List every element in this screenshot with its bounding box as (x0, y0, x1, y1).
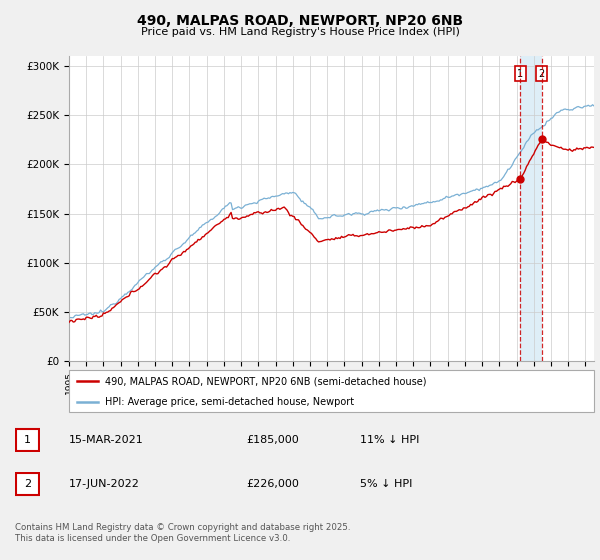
Text: 1: 1 (24, 435, 31, 445)
Text: HPI: Average price, semi-detached house, Newport: HPI: Average price, semi-detached house,… (105, 398, 354, 407)
Text: Contains HM Land Registry data © Crown copyright and database right 2025.
This d: Contains HM Land Registry data © Crown c… (15, 524, 350, 543)
Bar (520, 56, 542, 361)
Text: 490, MALPAS ROAD, NEWPORT, NP20 6NB: 490, MALPAS ROAD, NEWPORT, NP20 6NB (137, 14, 463, 28)
Text: 17-JUN-2022: 17-JUN-2022 (69, 479, 140, 489)
Text: 1: 1 (517, 69, 523, 79)
Text: 5% ↓ HPI: 5% ↓ HPI (360, 479, 412, 489)
Text: 11% ↓ HPI: 11% ↓ HPI (360, 435, 419, 445)
Text: £185,000: £185,000 (246, 435, 299, 445)
Text: 15-MAR-2021: 15-MAR-2021 (69, 435, 144, 445)
Text: Price paid vs. HM Land Registry's House Price Index (HPI): Price paid vs. HM Land Registry's House … (140, 27, 460, 38)
Text: 490, MALPAS ROAD, NEWPORT, NP20 6NB (semi-detached house): 490, MALPAS ROAD, NEWPORT, NP20 6NB (sem… (105, 376, 426, 386)
Text: 2: 2 (24, 479, 31, 489)
Text: 2: 2 (539, 69, 545, 79)
Text: £226,000: £226,000 (246, 479, 299, 489)
FancyBboxPatch shape (69, 370, 594, 412)
